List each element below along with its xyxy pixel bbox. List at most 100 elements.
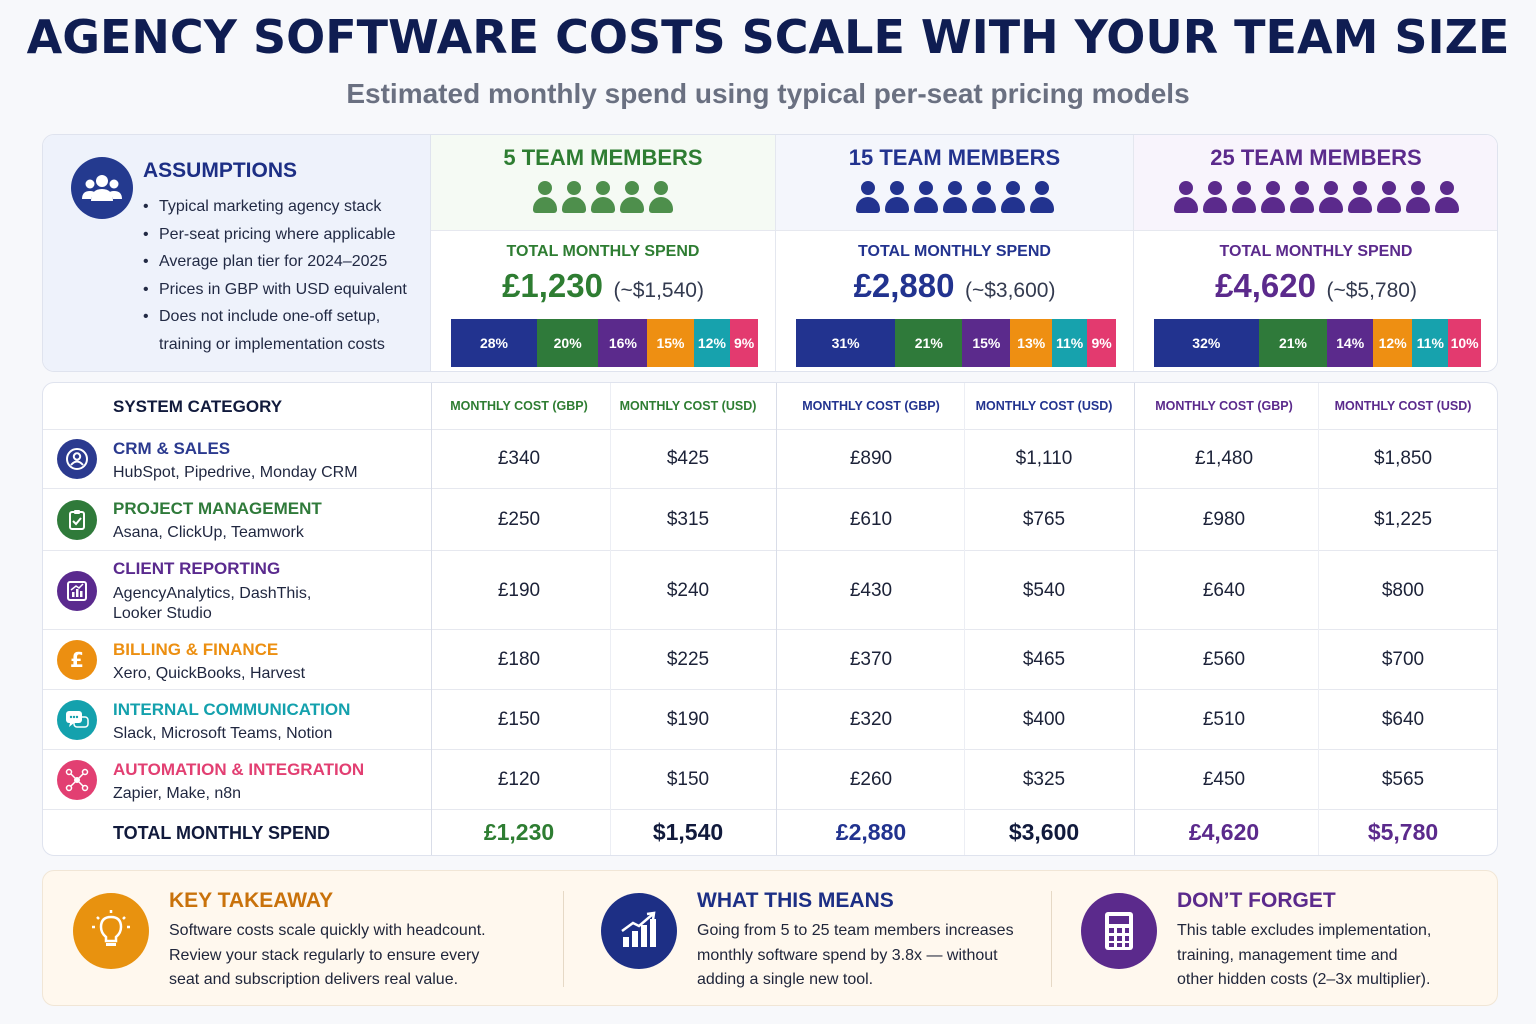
callout: KEY TAKEAWAY Software costs scale quickl… [71,871,511,1007]
cost-cell: $700 [1381,649,1425,670]
person-icon [971,179,997,217]
team-column: 5 TEAM MEMBERS TOTAL MONTHLY SPEND £1,23… [431,135,776,371]
person-icon [1029,179,1055,217]
assumptions-title: ASSUMPTIONS [143,159,298,182]
share-segment: 9% [730,319,758,367]
category-name: INTERNAL COMMUNICATION [113,700,351,719]
spend-gbp: £4,620 [1215,267,1316,304]
team-title: 5 TEAM MEMBERS [503,145,703,170]
team-column: 15 TEAM MEMBERS TOTAL MONTHLY SPEND £2,8… [776,135,1134,371]
person-icon [884,179,910,217]
cost-cell: $640 [1381,709,1425,730]
column-header: MONTHLY COST (USD) [619,399,757,413]
team-header: 15 TEAM MEMBERS [776,135,1133,231]
column-header: MONTHLY COST (GBP) [450,399,588,413]
total-cell: $5,780 [1367,819,1439,845]
spend-value: £2,880 (~$3,600) [776,267,1133,305]
cost-cell: $465 [1022,649,1066,670]
growth-chart-icon [601,893,677,969]
cost-cell: £450 [1202,769,1246,790]
cost-cell: £1,480 [1194,448,1254,469]
callout-line: This table excludes implementation, [1177,922,1432,939]
cost-cell: $400 [1022,709,1066,730]
total-cell: $1,540 [652,819,724,845]
category-tools: AgencyAnalytics, DashThis, Looker Studio [113,585,312,622]
cost-cell: $540 [1022,579,1066,601]
callout-divider [563,891,564,987]
team-header: 5 TEAM MEMBERS [431,135,775,231]
share-segment: 11% [1412,319,1449,367]
callout-line: Review your stack regularly to ensure ev… [169,946,480,964]
callout-text: Going from 5 to 25 team members increase… [697,919,1067,993]
spend-usd: (~$1,540) [613,279,704,302]
cost-cell: £980 [1202,509,1246,530]
cost-cell: £610 [849,509,893,530]
share-segment: 13% [1010,319,1052,367]
share-segment: 14% [1327,319,1374,367]
person-icon [913,179,939,217]
cost-cell: $1,110 [1015,448,1073,469]
svg-text:£: £ [70,649,84,671]
share-segment: 10% [1448,319,1481,367]
assumptions-panel: ASSUMPTIONS Typical marketing agency sta… [43,135,431,371]
category-tools: HubSpot, Pipedrive, Monday CRM [113,464,358,481]
cost-cell: £120 [497,769,541,790]
people-icon-group [776,179,1133,217]
person-icon [532,179,558,217]
table-row: AUTOMATION & INTEGRATION Zapier, Make, n… [43,750,1497,810]
callout: WHAT THIS MEANS Going from 5 to 25 team … [599,871,1039,1007]
spend-value: £4,620 (~$5,780) [1134,267,1497,305]
cost-cell: $1,225 [1373,509,1433,530]
spend-label: TOTAL MONTHLY SPEND [1219,243,1413,260]
cost-cell: £320 [849,709,893,730]
cost-cell: $225 [666,649,710,670]
spend-usd: (~$5,780) [1326,279,1417,302]
category-name: AUTOMATION & INTEGRATION [113,760,365,779]
cost-cell: £150 [497,709,541,730]
column-divider [1318,383,1319,855]
clipboard-check-icon [57,500,97,540]
assumptions-list: Typical marketing agency stack Per-seat … [143,193,423,358]
category-name: CLIENT REPORTING [113,559,281,578]
total-row: TOTAL MONTHLY SPEND £1,230 $1,540 £2,880 $3,… [43,810,1497,855]
callout-title: WHAT THIS MEANS [697,889,894,912]
column-header: MONTHLY COST (USD) [975,399,1113,413]
spend-value: £1,230 (~$1,540) [431,267,775,305]
callout-line: adding a single new tool. [697,971,874,988]
category-tools: Xero, QuickBooks, Harvest [113,665,306,682]
cost-cell: £340 [497,448,541,469]
assumption-item: Typical marketing agency stack [143,193,423,221]
column-divider [776,383,777,855]
spend-usd: (~$3,600) [964,279,1056,302]
assumption-item: Per-seat pricing where applicable [143,221,423,249]
share-segment: 31% [796,319,896,367]
people-icon-group [431,179,775,217]
share-bar: 31% 21% 15% 13% 11% 9% [796,319,1116,367]
cost-cell: £560 [1202,649,1246,670]
cost-cell: £180 [497,649,541,670]
cost-cell: $150 [666,769,710,790]
user-icon [57,439,97,479]
category-name: BILLING & FINANCE [113,640,279,659]
person-icon [1000,179,1026,217]
chart-icon [57,570,97,611]
share-segment: 12% [1373,319,1413,367]
person-icon [1434,179,1460,217]
footer-callouts: KEY TAKEAWAY Software costs scale quickl… [42,870,1498,1006]
cost-cell: $565 [1381,769,1425,790]
person-icon [1173,179,1199,217]
person-icon [1318,179,1344,217]
callout-text: This table excludes implementation, trai… [1177,919,1536,993]
cost-cell: £640 [1202,579,1246,601]
cost-table: SYSTEM CATEGORY MONTHLY COST (GBP) MONTHLY… [42,382,1498,856]
team-icon [71,157,133,219]
total-cell: $3,600 [1008,819,1080,845]
person-icon [1231,179,1257,217]
share-segment: 12% [693,319,731,367]
pound-icon: £ [57,640,97,680]
share-segment: 21% [1258,319,1328,367]
column-divider [964,383,965,855]
share-bar: 32% 21% 14% 12% 11% 10% [1154,319,1481,367]
callout-line: monthly software spend by 3.8x — without [697,946,998,964]
team-title: 15 TEAM MEMBERS [848,145,1061,170]
